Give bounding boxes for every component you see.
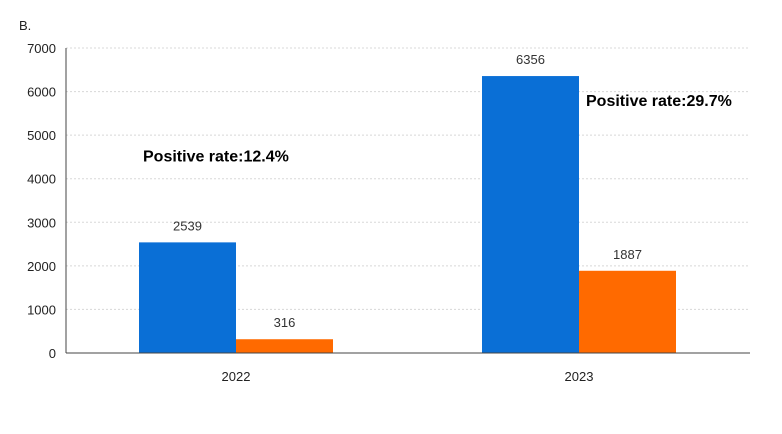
data-label: 6356 bbox=[516, 52, 545, 67]
y-tick-label: 6000 bbox=[27, 85, 56, 100]
y-tick-label: 5000 bbox=[27, 128, 56, 143]
y-tick-label: 1000 bbox=[27, 302, 56, 317]
y-tick-labels: 0 1000 2000 3000 4000 5000 6000 7000 bbox=[27, 41, 56, 361]
positive-rate-annotation: Positive rate:29.7% bbox=[586, 93, 732, 110]
bar-total-2022 bbox=[139, 242, 236, 353]
bar-total-2023 bbox=[482, 76, 579, 353]
data-label: 316 bbox=[274, 315, 296, 330]
panel-label: B. bbox=[19, 18, 31, 33]
bars bbox=[139, 76, 676, 353]
data-labels: 2539 6356 316 1887 bbox=[173, 52, 642, 330]
y-tick-label: 4000 bbox=[27, 172, 56, 187]
y-tick-label: 3000 bbox=[27, 215, 56, 230]
x-tick-labels: 2022 2023 bbox=[222, 369, 594, 384]
annotations: Positive rate:12.4% Positive rate:29.7% bbox=[143, 93, 732, 166]
y-tick-label: 7000 bbox=[27, 41, 56, 56]
y-tick-label: 2000 bbox=[27, 259, 56, 274]
data-label: 2539 bbox=[173, 218, 202, 233]
bar-positive-2023 bbox=[579, 270, 676, 353]
positive-rate-annotation: Positive rate:12.4% bbox=[143, 149, 289, 166]
x-tick-label: 2022 bbox=[222, 369, 251, 384]
y-tick-label: 0 bbox=[49, 346, 56, 361]
axes bbox=[65, 48, 750, 354]
bar-positive-2022 bbox=[236, 339, 333, 353]
x-tick-label: 2023 bbox=[565, 369, 594, 384]
data-label: 1887 bbox=[613, 247, 642, 262]
